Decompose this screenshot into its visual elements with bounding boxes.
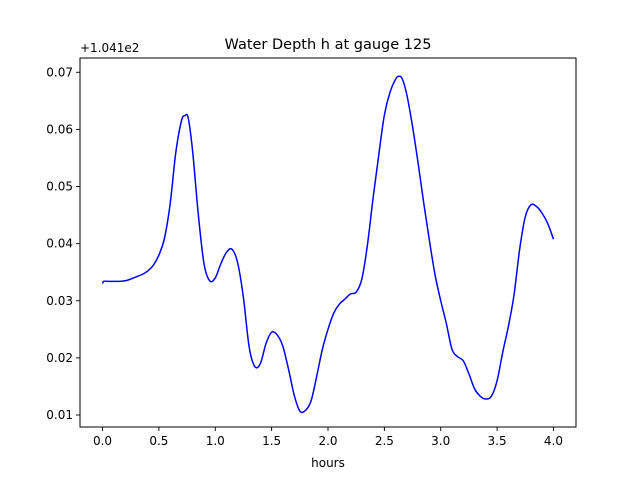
plot-frame xyxy=(79,57,577,428)
plot-area xyxy=(80,58,576,427)
y-tick-label: 0.02 xyxy=(46,351,73,365)
x-tick-label: 1.5 xyxy=(262,434,281,448)
x-axis-label: hours xyxy=(311,456,345,470)
x-tick-label: 0.0 xyxy=(93,434,112,448)
x-tick-label: 0.5 xyxy=(149,434,168,448)
y-tick-label: 0.04 xyxy=(46,237,73,251)
ticks-layer: 0.0 0.5 1.0 1.5 2.0 2.5 3.0 3.5 4.0 0.01 0.02 0.03 0… xyxy=(46,65,563,448)
chart-title: Water Depth h at gauge 125 xyxy=(225,37,432,53)
series-layer xyxy=(101,75,555,414)
x-tick-label: 3.0 xyxy=(431,434,450,448)
x-tick-label: 2.5 xyxy=(375,434,394,448)
y-tick-label: 0.05 xyxy=(46,180,73,194)
y-tick-label: 0.03 xyxy=(46,294,73,308)
x-tick-label: 4.0 xyxy=(544,434,563,448)
x-tick-label: 1.0 xyxy=(206,434,225,448)
x-tick-label: 2.0 xyxy=(318,434,337,448)
x-tick-label: 3.5 xyxy=(488,434,507,448)
y-tick-label: 0.01 xyxy=(46,408,73,422)
series-line xyxy=(101,75,555,414)
y-offset-label: +1.041e2 xyxy=(80,41,139,55)
y-tick-label: 0.06 xyxy=(46,122,73,136)
y-tick-label: 0.07 xyxy=(46,65,73,79)
